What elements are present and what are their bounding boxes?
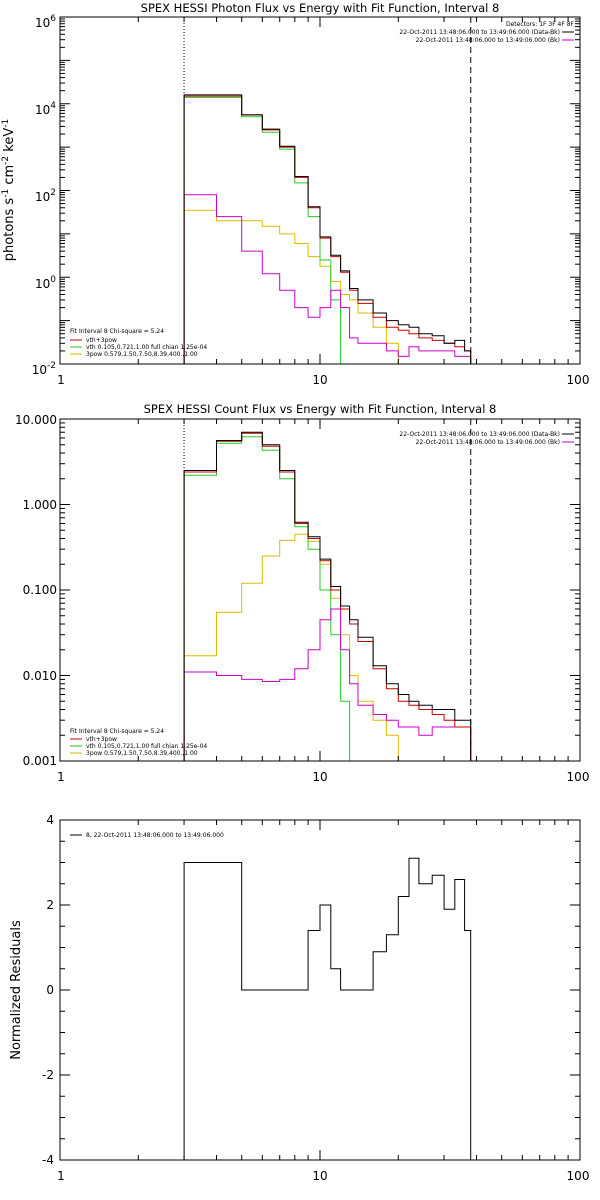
photon-flux-chart: SPEX HESSI Photon Flux vs Energy with Fi… [1, 1, 589, 387]
photon-flux-legend-vth3pow: vth+3pow [86, 337, 117, 344]
photon-flux-series-3 [183, 209, 471, 365]
photon-flux-y-axis-label: photons s-1 cm-2 keV-1 [1, 119, 17, 261]
count-flux-legend-vth3pow: vth+3pow [86, 736, 117, 743]
residuals-series [183, 857, 472, 1160]
photon-flux-series-4 [183, 194, 472, 364]
count-flux-ticks [59, 418, 581, 762]
photon-flux-series-1 [183, 94, 472, 364]
photon-flux-series-2 [183, 96, 471, 365]
photon-flux-ylabel-part3: keV [2, 128, 17, 156]
residuals-y-tick-2: 2 [46, 898, 54, 912]
photon-flux-y-tick-1e-2: 10-2 [32, 361, 56, 377]
count-flux-y-tick-10.000: 10.000 [15, 413, 57, 427]
residuals-y-tick-minus4: -4 [42, 1153, 54, 1167]
photon-flux-legend-bk: 22-Oct-2011 13:48:06.000 to 13:49:06.000… [416, 37, 560, 44]
count-flux-x-tick-100: 100 [567, 770, 590, 784]
residuals-y-tick-0: 0 [46, 983, 54, 997]
residuals-y-tick-minus2: -2 [42, 1068, 54, 1082]
photon-flux-y-tick-1e4-exp: 4 [50, 101, 56, 111]
count-flux-legend-3pow: 3pow 0.579,1.50,7.50,8.39,400.,1.00 [86, 750, 198, 757]
photon-flux-series [183, 94, 472, 365]
count-flux-series-0 [183, 432, 472, 761]
photon-flux-x-tick-10: 10 [312, 373, 327, 387]
count-flux-y-tick-1.000: 1.000 [23, 498, 57, 512]
photon-flux-marker-lines [183, 17, 472, 364]
photon-flux-fit-header: Fit Interval 8 Chi-square = 5.24 [70, 328, 164, 335]
residuals-x-tick-100: 100 [567, 1169, 590, 1183]
photon-flux-y-tick-1e6-exp: 6 [50, 14, 56, 24]
photon-flux-legend-vth: vth 0.105,0.721,1.00 full chian 1.25e-04 [86, 344, 207, 351]
residuals-x-tick-1: 1 [57, 1169, 65, 1183]
residuals-plot-frame [59, 819, 581, 1161]
count-flux-y-tick-0.001: 0.001 [23, 754, 57, 768]
count-flux-fit-header: Fit Interval 8 Chi-square = 5.24 [70, 728, 164, 735]
photon-flux-ylabel-part2: cm [2, 165, 17, 189]
count-flux-legend-bk: 22-Oct-2011 13:48:06.000 to 13:49:06.000… [416, 439, 560, 446]
photon-flux-chart-title: SPEX HESSI Photon Flux vs Energy with Fi… [141, 1, 500, 15]
count-flux-series-3 [183, 533, 471, 762]
photon-flux-legend-3pow: 3pow 0.579,1.50,7.50,8.39,400.,1.00 [86, 351, 198, 358]
count-flux-legend-data-bk: 22-Oct-2011 13:48:06.000 to 13:49:06.000… [399, 431, 560, 438]
photon-flux-series-0 [183, 95, 472, 364]
photon-flux-y-tick-1e0-exp: 0 [50, 275, 56, 285]
residuals-series-0 [183, 857, 472, 1160]
photon-flux-y-tick-1e0: 100 [35, 275, 56, 291]
photon-flux-y-tick-1e4: 104 [35, 101, 56, 117]
residuals-chart: Normalized Residuals 1 10 100 -4 -2 0 2 … [9, 813, 589, 1183]
photon-flux-ticks [59, 16, 581, 365]
count-flux-series-4 [183, 608, 472, 761]
photon-flux-y-tick-1e2-exp: 2 [50, 188, 56, 198]
photon-flux-y-tick-1e-2-exp: -2 [47, 361, 56, 371]
photon-flux-y-tick-1e6: 106 [35, 14, 56, 30]
count-flux-legend-vth: vth 0.105,0.721,1.00 full chian 1.25e-04 [86, 743, 207, 750]
photon-flux-x-tick-1: 1 [57, 373, 65, 387]
count-flux-y-tick-0.100: 0.100 [23, 583, 57, 597]
count-flux-chart-title: SPEX HESSI Count Flux vs Energy with Fit… [144, 402, 497, 416]
count-flux-chart: SPEX HESSI Count Flux vs Energy with Fit… [15, 402, 589, 784]
count-flux-y-tick-0.010: 0.010 [23, 669, 57, 683]
count-flux-series-1 [183, 431, 472, 761]
residuals-y-axis-label: Normalized Residuals [9, 920, 24, 1060]
count-flux-series [183, 431, 472, 762]
photon-flux-ylabel-exp2: -2 [1, 156, 11, 165]
count-flux-series-2 [183, 436, 471, 762]
residuals-legend-label: 8, 22-Oct-2011 13:48:06.000 to 13:49:06.… [86, 832, 224, 839]
photon-flux-x-tick-100: 100 [567, 373, 590, 387]
photon-flux-ylabel-exp3: -1 [1, 119, 11, 128]
photon-flux-ylabel-exp1: -1 [1, 189, 11, 198]
residuals-y-tick-4: 4 [46, 813, 54, 827]
photon-flux-legend-data-bk: 22-Oct-2011 13:48:06.000 to 13:49:06.000… [399, 29, 560, 36]
residuals-ticks [59, 819, 581, 1161]
count-flux-x-tick-10: 10 [312, 770, 327, 784]
photon-flux-detectors-label: Detectors: 1F 3F 4F 8F [506, 21, 575, 28]
residuals-x-tick-10: 10 [312, 1169, 327, 1183]
photon-flux-y-tick-1e2: 102 [35, 188, 56, 204]
count-flux-x-tick-1: 1 [57, 770, 65, 784]
